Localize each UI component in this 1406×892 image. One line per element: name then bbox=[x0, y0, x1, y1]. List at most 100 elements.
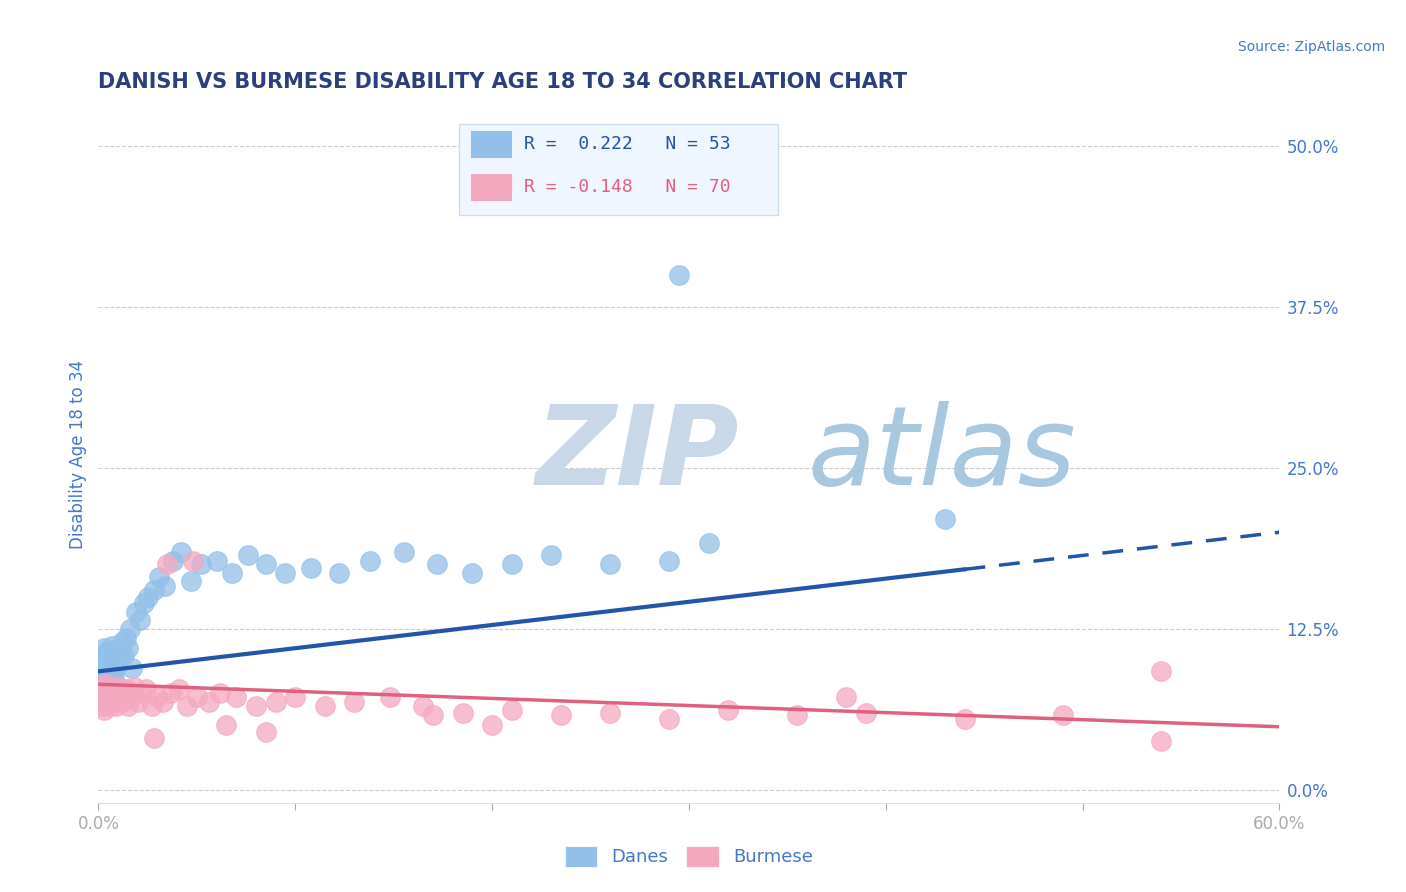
Point bbox=[97, 682, 120, 697]
Point bbox=[284, 690, 307, 705]
Point bbox=[103, 682, 125, 697]
Text: ZIP: ZIP bbox=[536, 401, 740, 508]
Point bbox=[142, 731, 165, 746]
Point bbox=[96, 657, 118, 671]
Point bbox=[122, 680, 145, 694]
Point bbox=[155, 579, 177, 593]
Point bbox=[91, 690, 114, 705]
Point bbox=[105, 690, 128, 705]
Point bbox=[93, 692, 115, 706]
Point bbox=[103, 692, 125, 706]
Point bbox=[461, 566, 484, 581]
Point bbox=[89, 654, 111, 668]
Point bbox=[91, 648, 114, 662]
Point bbox=[274, 566, 297, 581]
Point bbox=[245, 699, 267, 714]
Point bbox=[103, 648, 125, 662]
Point bbox=[101, 660, 124, 674]
Point bbox=[131, 686, 153, 700]
Point bbox=[934, 512, 956, 526]
Point bbox=[96, 686, 118, 700]
Point bbox=[115, 631, 138, 645]
Point bbox=[236, 549, 259, 563]
Point bbox=[392, 544, 415, 558]
Point bbox=[127, 695, 149, 709]
Point bbox=[148, 570, 170, 584]
Point bbox=[176, 699, 198, 714]
Point bbox=[98, 651, 121, 665]
Point bbox=[180, 574, 202, 589]
Point bbox=[328, 566, 350, 581]
Point bbox=[314, 699, 336, 714]
Point bbox=[125, 605, 148, 619]
Point bbox=[121, 660, 143, 674]
Point bbox=[254, 558, 277, 572]
Point bbox=[264, 695, 287, 709]
Point bbox=[96, 677, 118, 691]
Point bbox=[91, 660, 114, 674]
Point bbox=[422, 708, 444, 723]
Point bbox=[111, 695, 134, 709]
Point bbox=[93, 669, 115, 683]
Point bbox=[426, 558, 449, 572]
Point bbox=[105, 660, 128, 674]
Point bbox=[132, 596, 155, 610]
Point bbox=[540, 549, 562, 563]
Point bbox=[135, 682, 157, 697]
Point bbox=[181, 553, 204, 567]
FancyBboxPatch shape bbox=[471, 173, 512, 201]
Point bbox=[115, 682, 138, 697]
FancyBboxPatch shape bbox=[458, 124, 778, 215]
Point bbox=[186, 690, 208, 705]
Point bbox=[501, 558, 523, 572]
Point bbox=[107, 651, 129, 665]
Point bbox=[209, 686, 232, 700]
Point bbox=[190, 558, 212, 572]
Point bbox=[599, 558, 621, 572]
Text: DANISH VS BURMESE DISABILITY AGE 18 TO 34 CORRELATION CHART: DANISH VS BURMESE DISABILITY AGE 18 TO 3… bbox=[98, 71, 907, 92]
Point bbox=[108, 644, 131, 658]
Point bbox=[1150, 734, 1173, 748]
Point bbox=[107, 680, 129, 694]
Point bbox=[96, 665, 118, 679]
Point bbox=[93, 682, 115, 697]
Point bbox=[225, 690, 247, 705]
Y-axis label: Disability Age 18 to 34: Disability Age 18 to 34 bbox=[69, 360, 87, 549]
Point bbox=[550, 708, 572, 723]
Point bbox=[97, 673, 120, 688]
Point bbox=[170, 544, 193, 558]
Point bbox=[128, 613, 150, 627]
Point bbox=[501, 703, 523, 717]
Point bbox=[378, 690, 401, 705]
Point bbox=[118, 690, 141, 705]
Point bbox=[98, 667, 121, 681]
Point bbox=[167, 682, 190, 697]
Point bbox=[136, 590, 159, 604]
Text: atlas: atlas bbox=[807, 401, 1076, 508]
FancyBboxPatch shape bbox=[471, 130, 512, 158]
Point bbox=[156, 558, 179, 572]
Point bbox=[93, 641, 115, 656]
Point bbox=[1052, 708, 1074, 723]
Point bbox=[599, 706, 621, 720]
Point bbox=[98, 699, 121, 714]
Point bbox=[112, 690, 135, 705]
Point bbox=[658, 553, 681, 567]
Point bbox=[451, 706, 474, 720]
Point bbox=[299, 561, 322, 575]
Point bbox=[205, 553, 228, 567]
Point bbox=[97, 644, 120, 658]
Text: R =  0.222   N = 53: R = 0.222 N = 53 bbox=[523, 135, 730, 153]
Point bbox=[93, 703, 115, 717]
Point bbox=[91, 699, 114, 714]
Point bbox=[697, 535, 720, 549]
Point bbox=[162, 553, 184, 567]
Point bbox=[152, 695, 174, 709]
Point bbox=[89, 695, 111, 709]
Point bbox=[112, 648, 135, 662]
Point bbox=[835, 690, 858, 705]
Point bbox=[108, 686, 131, 700]
Point bbox=[343, 695, 366, 709]
Point bbox=[91, 680, 114, 694]
Point bbox=[717, 703, 740, 717]
